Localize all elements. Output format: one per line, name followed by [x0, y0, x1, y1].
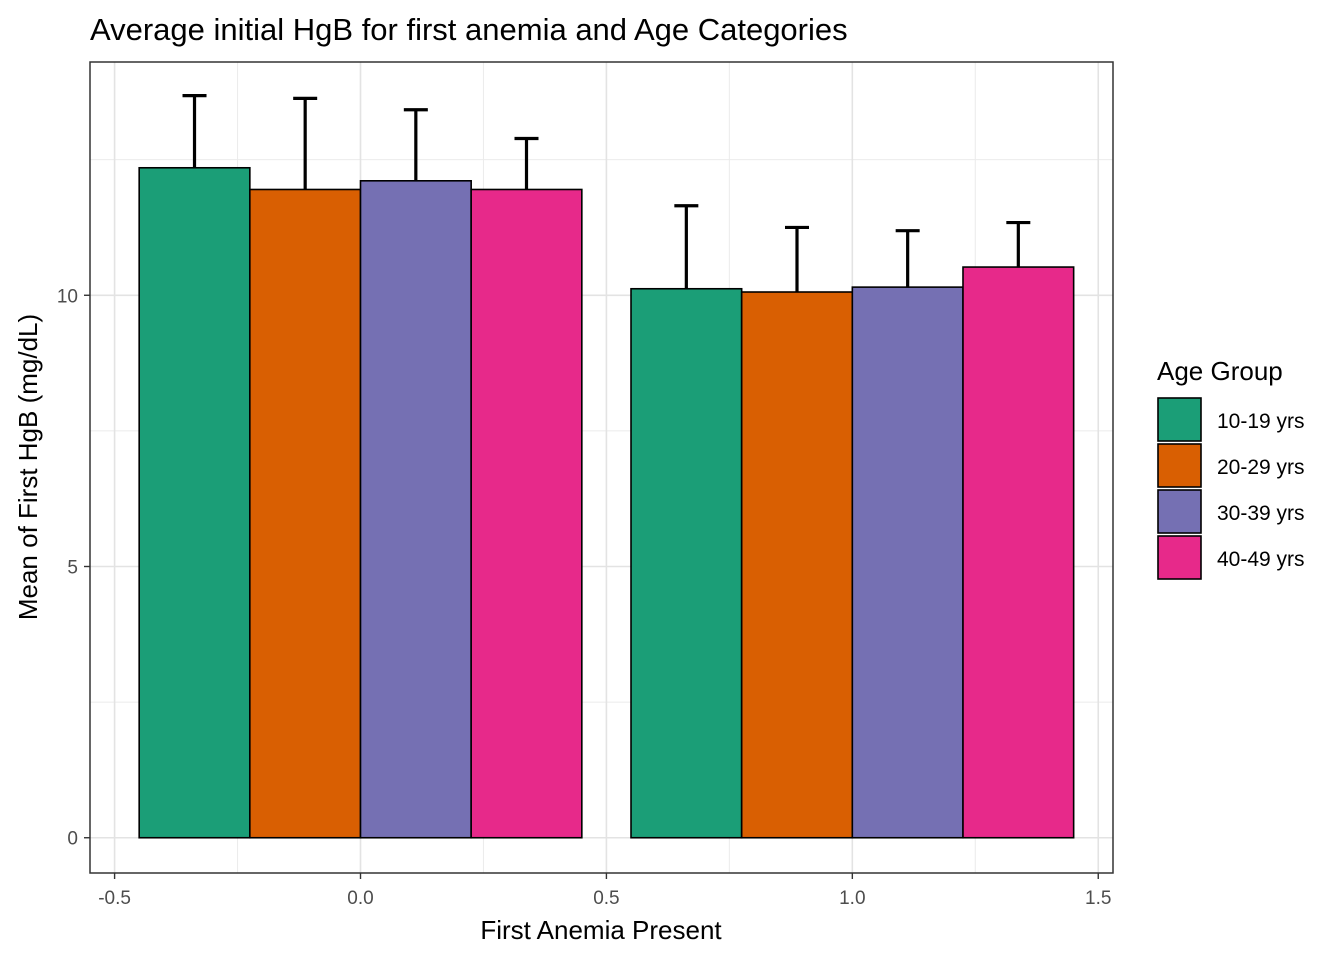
legend-swatch — [1157, 489, 1202, 534]
x-tick-label: 1.5 — [1085, 888, 1111, 909]
y-tick-label: 10 — [57, 286, 78, 307]
legend-label: 40-49 yrs — [1217, 548, 1305, 571]
y-tick-label: 0 — [67, 829, 78, 850]
x-tick-label: 0.0 — [347, 888, 373, 909]
x-tick-label: 1.0 — [839, 888, 865, 909]
y-axis-title: Mean of First HgB (mg/dL) — [13, 314, 43, 620]
bar — [851, 286, 964, 839]
y-tick-label: 5 — [67, 558, 78, 579]
bar — [138, 166, 251, 839]
x-axis-title: First Anemia Present — [480, 915, 722, 945]
y-axis-ticks: 0 5 10 — [57, 286, 90, 850]
x-tick-label: 0.5 — [593, 888, 619, 909]
bars — [138, 166, 1075, 839]
legend-title: Age Group — [1157, 356, 1283, 386]
legend-label: 10-19 yrs — [1217, 410, 1305, 433]
chart-title: Average initial HgB for first anemia and… — [90, 12, 848, 47]
bar — [249, 188, 362, 839]
bar — [630, 287, 743, 839]
legend: Age Group 10-19 yrs 20-29 yrs 30-39 yrs 40-… — [1157, 356, 1305, 580]
error-bars — [182, 94, 1031, 293]
legend-swatch — [1157, 535, 1202, 580]
panel-border — [89, 61, 1114, 874]
bar — [359, 180, 472, 839]
legend-swatch — [1157, 397, 1202, 442]
bar — [740, 291, 854, 839]
x-axis-ticks: -0.5 0.0 0.5 1.0 1.5 — [98, 873, 1111, 909]
bar — [470, 188, 583, 839]
plot-area — [89, 61, 1114, 874]
bar — [962, 266, 1075, 839]
legend-swatch — [1157, 443, 1202, 488]
legend-label: 20-29 yrs — [1217, 456, 1305, 479]
x-tick-label: -0.5 — [98, 888, 131, 909]
legend-label: 30-39 yrs — [1217, 502, 1305, 525]
